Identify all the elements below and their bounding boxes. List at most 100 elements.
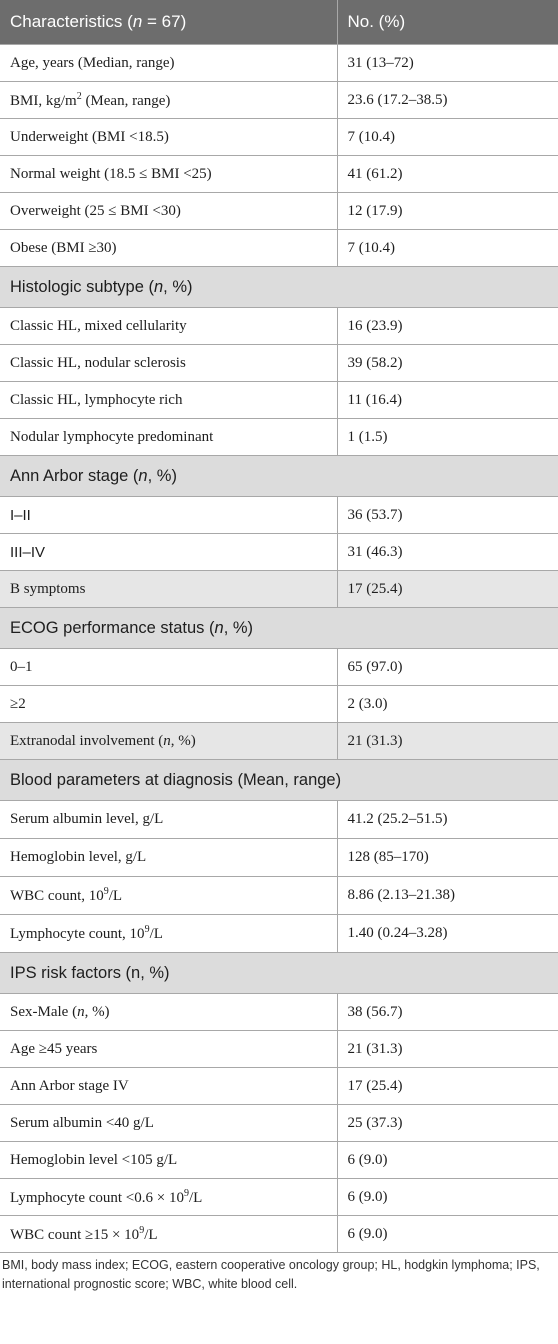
characteristic-cell: BMI, kg/m2 (Mean, range) [0,81,337,119]
section-title: Histologic subtype (n, %) [0,266,558,308]
value-cell: 31 (13–72) [336,44,558,82]
characteristic-cell: Sex-Male (n, %) [0,993,337,1031]
table-row: Lymphocyte count, 109/L 1.40 (0.24–3.28) [0,914,558,953]
table-row: Hemoglobin level, g/L 128 (85–170) [0,838,558,877]
header-characteristics-text: Characteristics ( [10,12,133,31]
table-row: Lymphocyte count <0.6 × 109/L 6 (9.0) [0,1178,558,1216]
table-row: I–II 36 (53.7) [0,496,558,534]
section-title: IPS risk factors (n, %) [0,952,558,994]
value-cell: 1.40 (0.24–3.28) [336,914,558,953]
table-row: Classic HL, lymphocyte rich 11 (16.4) [0,381,558,419]
characteristic-cell: B symptoms [0,570,337,608]
table-row: Classic HL, nodular sclerosis 39 (58.2) [0,344,558,382]
value-cell: 1 (1.5) [336,418,558,456]
label-text: Lymphocyte count, 10 [10,926,145,942]
table-row: Obese (BMI ≥30) 7 (10.4) [0,229,558,267]
label-text: BMI, kg/m [10,92,77,109]
value-cell: 21 (31.3) [336,1030,558,1068]
table-row: Nodular lymphocyte predominant 1 (1.5) [0,418,558,456]
characteristic-cell: Obese (BMI ≥30) [0,229,337,267]
label-text: ECOG performance status ( [10,618,215,637]
label-text: Extranodal involvement ( [10,732,164,749]
value-cell: 25 (37.3) [336,1104,558,1142]
table-row: Age, years (Median, range) 31 (13–72) [0,44,558,82]
header-no-percent: No. (%) [336,0,558,45]
label-text: /L [108,888,123,904]
characteristic-cell: Serum albumin <40 g/L [0,1104,337,1142]
characteristic-cell: Classic HL, nodular sclerosis [0,344,337,382]
table-row: WBC count ≥15 × 109/L 6 (9.0) [0,1215,558,1253]
value-cell: 21 (31.3) [336,722,558,760]
section-title: ECOG performance status (n, %) [0,607,558,649]
header-n-italic: n [132,12,143,31]
value-cell: 128 (85–170) [336,838,558,877]
characteristic-cell: WBC count ≥15 × 109/L [0,1215,337,1253]
characteristic-cell: Classic HL, mixed cellularity [0,307,337,345]
table-row: B symptoms 17 (25.4) [0,570,558,608]
table-row: Sex-Male (n, %) 38 (56.7) [0,993,558,1031]
value-cell: 6 (9.0) [336,1215,558,1253]
characteristic-cell: Normal weight (18.5 ≤ BMI <25) [0,155,337,193]
table-row: Overweight (25 ≤ BMI <30) 12 (17.9) [0,192,558,230]
label-text: Sex-Male ( [10,1003,78,1020]
table-body: Age, years (Median, range) 31 (13–72) BMI,… [0,44,558,1253]
characteristic-cell: ≥2 [0,685,337,723]
label-text: Lymphocyte count <0.6 × 10 [10,1189,184,1206]
table-row: Classic HL, mixed cellularity 16 (23.9) [0,307,558,345]
table-row: Normal weight (18.5 ≤ BMI <25) 41 (61.2) [0,155,558,193]
section-header-row: IPS risk factors (n, %) [0,952,558,994]
table-row: 0–1 65 (97.0) [0,648,558,686]
value-cell: 16 (23.9) [336,307,558,345]
value-cell: 12 (17.9) [336,192,558,230]
characteristic-cell: Age ≥45 years [0,1030,337,1068]
characteristic-cell: Extranodal involvement (n, %) [0,722,337,760]
value-cell: 8.86 (2.13–21.38) [336,876,558,915]
label-text: (Mean, range) [81,92,171,109]
characteristic-cell: Overweight (25 ≤ BMI <30) [0,192,337,230]
characteristics-table: Characteristics (n = 67) No. (%) Age, ye… [0,0,558,1253]
table-footnote: BMI, body mass index; ECOG, eastern coop… [2,1258,540,1291]
label-superscript: 9 [144,924,150,935]
characteristic-cell: III–IV [0,533,337,571]
characteristic-cell: Nodular lymphocyte predominant [0,418,337,456]
value-cell: 41 (61.2) [336,155,558,193]
characteristic-cell: I–II [0,496,337,534]
label-text: /L [149,926,163,942]
table-row: WBC count, 109/L 8.86 (2.13–21.38) [0,876,558,915]
label-superscript: 9 [103,886,109,897]
section-title: Ann Arbor stage (n, %) [0,455,558,497]
characteristic-cell: Underweight (BMI <18.5) [0,118,337,156]
value-cell: 11 (16.4) [336,381,558,419]
label-text: , %) [170,732,196,749]
header-characteristics: Characteristics (n = 67) [0,0,337,45]
value-cell: 41.2 (25.2–51.5) [336,800,558,839]
characteristic-cell: Serum albumin level, g/L [0,800,337,839]
table-row: Serum albumin level, g/L 41.2 (25.2–51.5) [0,800,558,839]
value-cell: 2 (3.0) [336,685,558,723]
value-cell: 17 (25.4) [336,1067,558,1105]
section-header-row: Histologic subtype (n, %) [0,266,558,308]
label-text: , %) [163,277,193,296]
label-n-italic: n [214,618,224,637]
label-n-italic: n [138,466,148,485]
label-text: /L [188,1189,203,1206]
section-header-row: Blood parameters at diagnosis (Mean, ran… [0,759,558,801]
label-text: /L [144,1226,158,1243]
characteristic-cell: Hemoglobin level, g/L [0,838,337,877]
label-n-italic: n [163,732,171,749]
label-n-italic: n [153,277,164,296]
section-header-row: Ann Arbor stage (n, %) [0,455,558,497]
label-text: , %) [223,618,254,637]
value-cell: 39 (58.2) [336,344,558,382]
value-cell: 65 (97.0) [336,648,558,686]
table-row: Extranodal involvement (n, %) 21 (31.3) [0,722,558,760]
label-text: WBC count, 10 [10,888,104,904]
label-text: Histologic subtype ( [10,277,154,296]
value-cell: 6 (9.0) [336,1141,558,1179]
table-row: Age ≥45 years 21 (31.3) [0,1030,558,1068]
label-text: Ann Arbor stage ( [10,466,139,485]
characteristic-cell: 0–1 [0,648,337,686]
label-superscript: 9 [183,1187,189,1199]
table-row: Hemoglobin level <105 g/L 6 (9.0) [0,1141,558,1179]
value-cell: 36 (53.7) [336,496,558,534]
